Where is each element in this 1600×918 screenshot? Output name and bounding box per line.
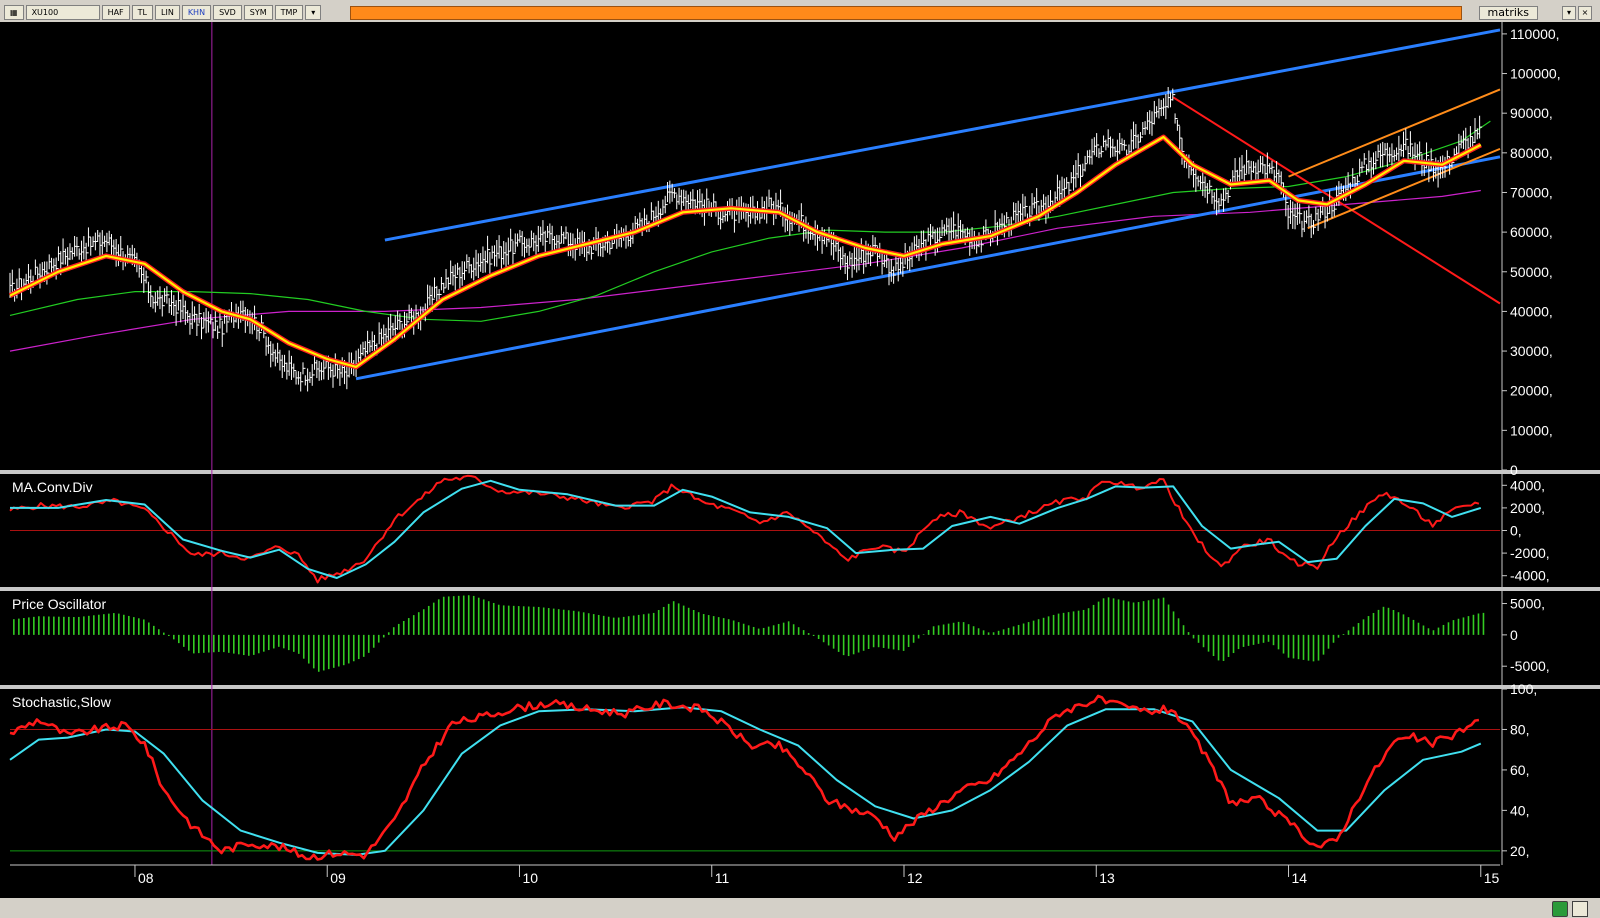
x-tick-label: 15 <box>1484 870 1500 886</box>
price-tick-label: 100000, <box>1510 66 1561 82</box>
tmp-button[interactable]: TMP <box>274 5 304 20</box>
menu-icon[interactable]: ▦ <box>4 5 24 20</box>
price-tick-label: 60000, <box>1510 224 1553 240</box>
price-tick-label: 90000, <box>1510 105 1553 121</box>
osc-tick-label: -5000, <box>1510 658 1550 674</box>
pane-background-3 <box>0 689 1600 865</box>
trendline-blue <box>384 28 1501 242</box>
price-tick-label: 10000, <box>1510 422 1553 438</box>
chart-toolbar: ▦ XU100 HAF TL LIN KHN SVD SYM TMP ▾ mat… <box>0 0 1600 23</box>
price-tick-label: 80000, <box>1510 145 1553 161</box>
stoch-tick-label: 40, <box>1510 802 1529 818</box>
toolbar-progress-strip <box>350 6 1462 20</box>
ma-mid-line <box>9 120 1491 322</box>
x-axis-background <box>0 865 1600 898</box>
lin-button[interactable]: LIN <box>155 5 180 20</box>
trendline-orange <box>1307 147 1501 230</box>
macd-tick-label: -4000, <box>1510 568 1550 584</box>
stoch-cyan-line <box>9 706 1482 856</box>
price-tick-label: 50000, <box>1510 264 1553 280</box>
symbol-field[interactable]: XU100 <box>25 5 100 20</box>
window-controls: ▾ × <box>1562 6 1592 20</box>
x-tick-label: 11 <box>715 870 730 886</box>
dropdown-chevron-icon[interactable]: ▾ <box>305 5 322 20</box>
brand-label: matriks <box>1478 6 1538 20</box>
x-tick-label: 08 <box>138 870 154 886</box>
macd-tick-label: -2000, <box>1510 545 1550 561</box>
macd-cyan-line <box>10 479 1482 579</box>
pane-separator-2 <box>0 685 1600 689</box>
pane-separator-1 <box>0 587 1600 591</box>
stoch-tick-label: 60, <box>1510 762 1529 778</box>
refresh-icon[interactable] <box>1552 901 1568 917</box>
stoch-tick-label: 100, <box>1510 681 1537 697</box>
toolbar-buttons: ▦ XU100 HAF TL LIN KHN SVD SYM TMP ▾ <box>4 5 322 20</box>
osc-tick-label: 5000, <box>1510 596 1545 612</box>
svd-button[interactable]: SVD <box>213 5 242 20</box>
haf-button[interactable]: HAF <box>101 5 130 20</box>
pane-background-0 <box>0 22 1600 470</box>
khn-button[interactable]: KHN <box>181 5 212 20</box>
macd-tick-label: 4000, <box>1510 477 1545 493</box>
trendline-blue <box>355 155 1501 381</box>
ma-slow-line <box>9 189 1481 352</box>
macd-tick-label: 2000, <box>1510 500 1545 516</box>
stoch-red-line <box>9 694 1480 861</box>
macd-tick-label: 0, <box>1510 523 1522 539</box>
x-tick-label: 13 <box>1099 870 1115 886</box>
status-bar <box>0 898 1600 918</box>
stoch-tick-label: 20, <box>1510 843 1529 859</box>
stoch-title: Stochastic,Slow <box>12 694 112 710</box>
close-icon[interactable]: × <box>1578 6 1592 20</box>
pane-background-2 <box>0 591 1600 685</box>
settings-icon[interactable] <box>1572 901 1588 917</box>
price-tick-label: 110000, <box>1510 26 1560 42</box>
macd-red-line <box>9 474 1480 584</box>
osc-title: Price Oscillator <box>12 596 106 612</box>
ma-fast-yellow-line <box>9 135 1482 368</box>
trendline-orange <box>1288 88 1501 178</box>
osc-tick-label: 0 <box>1510 627 1518 643</box>
stoch-tick-label: 80, <box>1510 721 1529 737</box>
price-tick-label: 0 <box>1510 462 1518 478</box>
pane-separator-0 <box>0 470 1600 474</box>
x-tick-label: 10 <box>522 870 538 886</box>
macd-title: MA.Conv.Div <box>12 479 93 495</box>
price-tick-label: 40000, <box>1510 303 1553 319</box>
x-tick-label: 14 <box>1292 870 1308 886</box>
minimize-icon[interactable]: ▾ <box>1562 6 1576 20</box>
x-tick-label: 09 <box>330 870 346 886</box>
price-tick-label: 70000, <box>1510 184 1553 200</box>
x-tick-label: 12 <box>907 870 923 886</box>
sym-button[interactable]: SYM <box>243 5 273 20</box>
price-tick-label: 30000, <box>1510 343 1553 359</box>
price-tick-label: 20000, <box>1510 383 1553 399</box>
tl-button[interactable]: TL <box>131 5 153 20</box>
technical-chart[interactable]: 110000, 100000, 90000, 80000, 70000, 60000, 50… <box>0 22 1600 898</box>
